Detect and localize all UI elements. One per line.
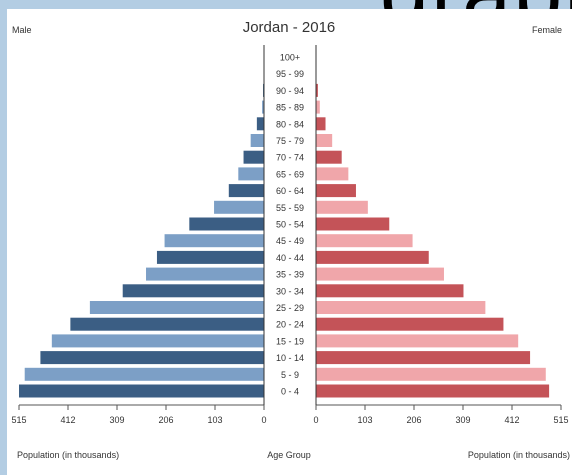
female-bar-80-84: [316, 117, 326, 131]
female-bar-40-44: [316, 250, 429, 264]
male-bar-0-4: [19, 384, 264, 398]
male-bar-10-14: [40, 351, 264, 365]
female-bar-35-39: [316, 267, 444, 281]
age-group-label: 85 - 89: [276, 103, 304, 113]
female-bar-30-34: [316, 284, 464, 298]
female-bar-20-24: [316, 317, 504, 331]
male-tick-label: 309: [109, 415, 124, 425]
male-bar-45-49: [164, 234, 264, 248]
male-bar-75-79: [250, 134, 264, 147]
male-bar-50-54: [189, 217, 264, 231]
male-bar-70-74: [243, 150, 264, 164]
male-bar-20-24: [70, 317, 265, 331]
female-bar-15-19: [316, 334, 519, 348]
female-bar-75-79: [316, 134, 333, 147]
age-group-label: 40 - 44: [276, 253, 304, 263]
age-group-label: 15 - 19: [276, 336, 304, 346]
female-label: Female: [532, 25, 562, 35]
female-tick-label: 515: [553, 415, 568, 425]
age-group-label: 55 - 59: [276, 203, 304, 213]
age-group-label: 95 - 99: [276, 69, 304, 79]
female-bar-70-74: [316, 150, 342, 164]
female-tick-label: 0: [313, 415, 318, 425]
chart-panel: Male Jordan - 2016 Female 0 - 4 5 - 9 10 -…: [7, 9, 572, 475]
male-bar-85-89: [262, 100, 264, 114]
age-group-labels: 0 - 4 5 - 9 10 - 14 15 - 19 20 - 24 25 - 29 30…: [276, 53, 304, 397]
female-bar-5-9: [316, 367, 546, 381]
age-group-label: 35 - 39: [276, 270, 304, 280]
female-tick-label: 309: [455, 415, 470, 425]
male-axis-ticks: 515 412 309 206 103 0: [11, 405, 267, 425]
age-group-label: 0 - 4: [281, 387, 299, 397]
age-group-label: 75 - 79: [276, 136, 304, 146]
age-group-label: 80 - 84: [276, 119, 304, 129]
male-bar-25-29: [89, 301, 265, 314]
age-group-label: 65 - 69: [276, 169, 304, 179]
age-group-label: 30 - 34: [276, 286, 304, 296]
female-axis-ticks: 0 103 206 309 412 515: [313, 405, 569, 425]
female-bar-0-4: [316, 384, 550, 398]
female-bar-55-59: [316, 200, 368, 214]
male-axis-title: Population (in thousands): [17, 450, 119, 460]
male-bar-40-44: [156, 250, 264, 264]
female-bar-25-29: [316, 301, 486, 314]
female-axis-title: Population (in thousands): [468, 450, 570, 460]
female-bar-65-69: [316, 167, 349, 181]
male-bar-80-84: [256, 117, 264, 131]
male-bar-55-59: [214, 200, 264, 214]
male-tick-label: 515: [11, 415, 26, 425]
male-bar-35-39: [146, 267, 264, 281]
male-tick-label: 206: [158, 415, 173, 425]
age-group-label: 90 - 94: [276, 86, 304, 96]
age-group-label: 45 - 49: [276, 236, 304, 246]
female-bar-85-89: [316, 100, 320, 114]
female-bar-90-94: [316, 83, 318, 97]
male-tick-label: 0: [261, 415, 266, 425]
male-tick-label: 412: [60, 415, 75, 425]
female-bar-45-49: [316, 234, 413, 248]
female-bar-10-14: [316, 351, 531, 365]
male-bar-30-34: [122, 284, 264, 298]
male-bar-15-19: [51, 334, 264, 348]
female-tick-label: 206: [406, 415, 421, 425]
age-group-label: 25 - 29: [276, 303, 304, 313]
male-bar-5-9: [24, 367, 264, 381]
age-group-label: 100+: [280, 53, 300, 63]
male-tick-label: 103: [207, 415, 222, 425]
male-bar-60-64: [228, 184, 264, 198]
age-group-axis-title: Age Group: [267, 450, 311, 460]
age-group-label: 5 - 9: [281, 370, 299, 380]
female-bars: [316, 67, 550, 398]
female-tick-label: 412: [504, 415, 519, 425]
age-group-label: 10 - 14: [276, 353, 304, 363]
female-tick-label: 103: [357, 415, 372, 425]
age-group-label: 50 - 54: [276, 220, 304, 230]
age-group-label: 20 - 24: [276, 320, 304, 330]
female-bar-50-54: [316, 217, 390, 231]
chart-title: Jordan - 2016: [243, 19, 336, 36]
female-bar-60-64: [316, 184, 356, 198]
male-label: Male: [12, 25, 32, 35]
male-bar-65-69: [238, 167, 264, 181]
age-group-label: 70 - 74: [276, 153, 304, 163]
population-pyramid-chart: Male Jordan - 2016 Female 0 - 4 5 - 9 10 -…: [11, 19, 570, 460]
age-group-label: 60 - 64: [276, 186, 304, 196]
male-bars: [19, 83, 265, 398]
